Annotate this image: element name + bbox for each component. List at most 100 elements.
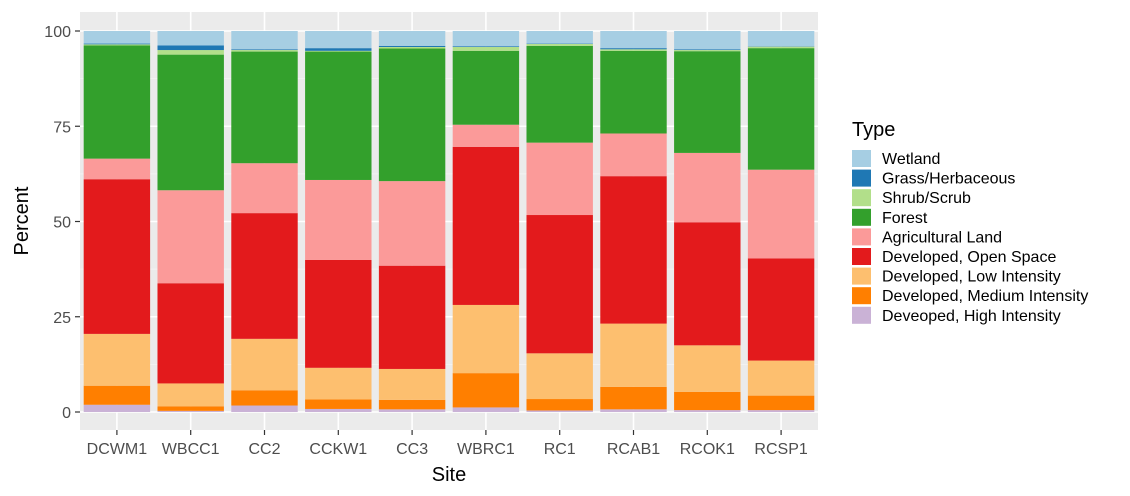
bar-segment-cckw1-developed-open-space xyxy=(305,259,372,368)
bar-segment-wbrc1-forest xyxy=(452,50,520,125)
y-axis: 0 25 50 75 100 xyxy=(44,24,80,422)
bar-segment-rc1-developed-open-space xyxy=(526,215,593,354)
bar-segment-cc3-developed-low-intensity xyxy=(378,368,446,400)
bar-stack-rc1 xyxy=(526,31,593,412)
bar-stack-rcab1 xyxy=(600,31,667,412)
bar-segment-rcsp1-agricultural-land xyxy=(747,169,815,259)
bar-segment-cc2-agricultural-land xyxy=(231,163,298,214)
bar-segment-rcok1-grass-herbaceous xyxy=(674,49,741,51)
legend-swatch xyxy=(852,208,871,226)
bar-segment-dcwm1-developed-low-intensity xyxy=(83,333,151,386)
bar-segment-cc2-developed-medium-intensity xyxy=(231,390,298,406)
bar-segment-wbcc1-developed-open-space xyxy=(157,283,224,384)
bars xyxy=(83,31,815,412)
x-tick-label-cckw1: CCKW1 xyxy=(309,441,367,458)
bar-segment-rcok1-wetland xyxy=(674,31,741,50)
x-tick-label-dcwm1: DCWM1 xyxy=(87,441,148,458)
bar-segment-cckw1-grass-herbaceous xyxy=(305,48,372,51)
bar-segment-wbcc1-grass-herbaceous xyxy=(157,45,224,51)
bar-segment-wbrc1-agricultural-land xyxy=(452,124,520,147)
bar-segment-rcsp1-developed-low-intensity xyxy=(747,360,815,396)
legend-label: Agricultural Land xyxy=(882,229,1002,246)
bar-segment-rc1-developed-medium-intensity xyxy=(526,399,593,411)
legend-title: Type xyxy=(852,119,895,141)
legend-label: Shrub/Scrub xyxy=(882,190,971,207)
bar-segment-cckw1-agricultural-land xyxy=(305,179,372,260)
bar-segment-rcab1-developed-open-space xyxy=(600,176,667,324)
x-tick-label-rcsp1: RCSP1 xyxy=(754,441,807,458)
bar-segment-wbcc1-wetland xyxy=(157,31,224,46)
bar-segment-dcwm1-deveoped-high-intensity xyxy=(83,404,151,412)
bar-stack-wbrc1 xyxy=(452,31,520,412)
bar-segment-rcab1-agricultural-land xyxy=(600,133,667,177)
bar-segment-wbrc1-developed-open-space xyxy=(452,146,520,305)
legend-label: Developed, Open Space xyxy=(882,249,1056,266)
legend-item-developed-medium-intensity: Developed, Medium Intensity xyxy=(852,287,1088,305)
bar-segment-rcsp1-shrub-scrub xyxy=(747,46,815,49)
legend-item-deveoped-high-intensity: Deveoped, High Intensity xyxy=(852,306,1061,325)
bar-segment-cc3-shrub-scrub xyxy=(378,47,446,49)
bar-segment-rc1-developed-low-intensity xyxy=(526,353,593,400)
x-tick-label-cc3: CC3 xyxy=(396,441,428,458)
bar-segment-rc1-deveoped-high-intensity xyxy=(526,410,593,412)
legend-label: Developed, Low Intensity xyxy=(882,269,1061,286)
bar-segment-dcwm1-forest xyxy=(83,45,151,159)
bar-segment-dcwm1-shrub-scrub xyxy=(83,44,151,46)
x-axis-title: Site xyxy=(432,464,466,486)
bar-segment-rcok1-agricultural-land xyxy=(674,152,741,223)
bar-segment-rcab1-developed-medium-intensity xyxy=(600,386,667,410)
legend-swatch xyxy=(852,267,871,285)
x-tick-label-rcok1: RCOK1 xyxy=(680,441,735,458)
y-tick-label: 0 xyxy=(62,405,71,422)
bar-segment-wbcc1-developed-medium-intensity xyxy=(157,406,224,411)
bar-segment-cc2-wetland xyxy=(231,31,298,50)
legend-item-wetland: Wetland xyxy=(852,150,940,168)
bar-segment-wbrc1-shrub-scrub xyxy=(452,47,520,51)
legend-item-forest: Forest xyxy=(852,208,928,227)
bar-segment-cckw1-developed-medium-intensity xyxy=(305,399,372,409)
bar-segment-rcok1-deveoped-high-intensity xyxy=(674,410,741,412)
legend-label: Grass/Herbaceous xyxy=(882,171,1015,188)
legend-item-developed-low-intensity: Developed, Low Intensity xyxy=(852,267,1061,286)
bar-stack-dcwm1 xyxy=(83,31,151,412)
bar-segment-dcwm1-developed-medium-intensity xyxy=(83,385,151,405)
bar-segment-rcok1-developed-medium-intensity xyxy=(674,391,741,411)
legend-label: Forest xyxy=(882,210,928,227)
legend-item-shrub-scrub: Shrub/Scrub xyxy=(852,189,971,207)
bar-segment-cc2-grass-herbaceous xyxy=(231,49,298,51)
bar-segment-rc1-agricultural-land xyxy=(526,142,593,216)
bar-segment-rcsp1-deveoped-high-intensity xyxy=(747,410,815,412)
bar-segment-wbrc1-grass-herbaceous xyxy=(452,46,520,48)
bar-segment-wbrc1-developed-medium-intensity xyxy=(452,373,520,408)
x-tick-label-cc2: CC2 xyxy=(248,441,280,458)
x-tick-label-wbrc1: WBRC1 xyxy=(457,441,515,458)
legend-swatch xyxy=(852,189,871,207)
bar-segment-wbcc1-developed-low-intensity xyxy=(157,383,224,407)
bar-segment-cc2-developed-open-space xyxy=(231,213,298,339)
bar-segment-rcab1-developed-low-intensity xyxy=(600,323,667,387)
bar-segment-rcok1-developed-low-intensity xyxy=(674,345,741,392)
bar-segment-cckw1-forest xyxy=(305,51,372,180)
legend-swatch xyxy=(852,169,871,187)
bar-segment-cc2-deveoped-high-intensity xyxy=(231,405,298,412)
bar-segment-wbrc1-deveoped-high-intensity xyxy=(452,407,520,412)
bar-segment-rcsp1-developed-open-space xyxy=(747,258,815,361)
bar-segment-dcwm1-agricultural-land xyxy=(83,158,151,180)
bar-segment-rcok1-forest xyxy=(674,51,741,153)
legend-swatch xyxy=(852,306,871,324)
bar-segment-rcab1-grass-herbaceous xyxy=(600,48,667,50)
bar-stack-cc2 xyxy=(231,31,298,412)
x-tick-label-wbcc1: WBCC1 xyxy=(162,441,220,458)
bar-segment-wbrc1-wetland xyxy=(452,31,520,47)
bar-segment-cc3-developed-medium-intensity xyxy=(378,399,446,410)
bar-segment-rcsp1-forest xyxy=(747,48,815,170)
bar-segment-rc1-forest xyxy=(526,45,593,143)
legend-swatch xyxy=(852,287,871,305)
y-axis-title: Percent xyxy=(11,186,33,255)
y-tick-label: 50 xyxy=(53,215,71,232)
y-tick-label: 100 xyxy=(44,24,71,41)
bar-segment-rcab1-shrub-scrub xyxy=(600,49,667,51)
bar-segment-rcsp1-wetland xyxy=(747,31,815,47)
bar-segment-wbcc1-agricultural-land xyxy=(157,190,224,284)
